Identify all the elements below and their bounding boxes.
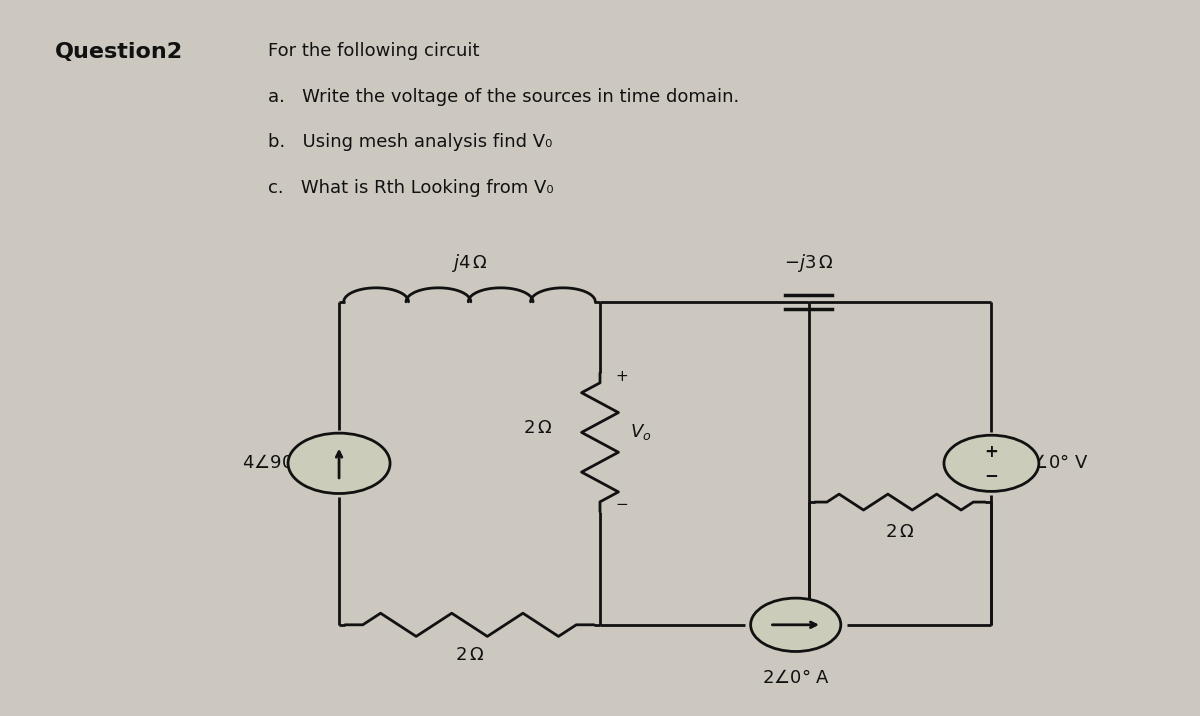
Text: $2\,\Omega$: $2\,\Omega$ xyxy=(455,646,485,664)
Text: $j4\,\Omega$: $j4\,\Omega$ xyxy=(451,252,487,274)
Text: $4\angle 90°\ \mathrm{A}$: $4\angle 90°\ \mathrm{A}$ xyxy=(241,455,322,473)
Text: −: − xyxy=(984,466,998,484)
Text: Question2: Question2 xyxy=(54,42,182,62)
Text: +: + xyxy=(616,369,628,384)
Text: $2\angle 0°\ \mathrm{A}$: $2\angle 0°\ \mathrm{A}$ xyxy=(762,669,829,687)
Text: $V_o$: $V_o$ xyxy=(630,422,652,442)
Text: b.   Using mesh analysis find V₀: b. Using mesh analysis find V₀ xyxy=(268,133,552,151)
Text: For the following circuit: For the following circuit xyxy=(268,42,479,60)
Text: $2\,\Omega$: $2\,\Omega$ xyxy=(886,523,914,541)
Text: c.   What is Rth Looking from V₀: c. What is Rth Looking from V₀ xyxy=(268,179,553,197)
Text: −: − xyxy=(616,497,628,512)
Text: $-j3\,\Omega$: $-j3\,\Omega$ xyxy=(784,252,834,274)
Circle shape xyxy=(944,435,1039,491)
Text: $12\angle 0°\ \mathrm{V}$: $12\angle 0°\ \mathrm{V}$ xyxy=(1009,455,1088,473)
Circle shape xyxy=(288,433,390,493)
Text: a.   Write the voltage of the sources in time domain.: a. Write the voltage of the sources in t… xyxy=(268,87,739,106)
Circle shape xyxy=(751,598,841,652)
Text: +: + xyxy=(984,442,998,460)
Text: $2\,\Omega$: $2\,\Omega$ xyxy=(523,420,552,437)
